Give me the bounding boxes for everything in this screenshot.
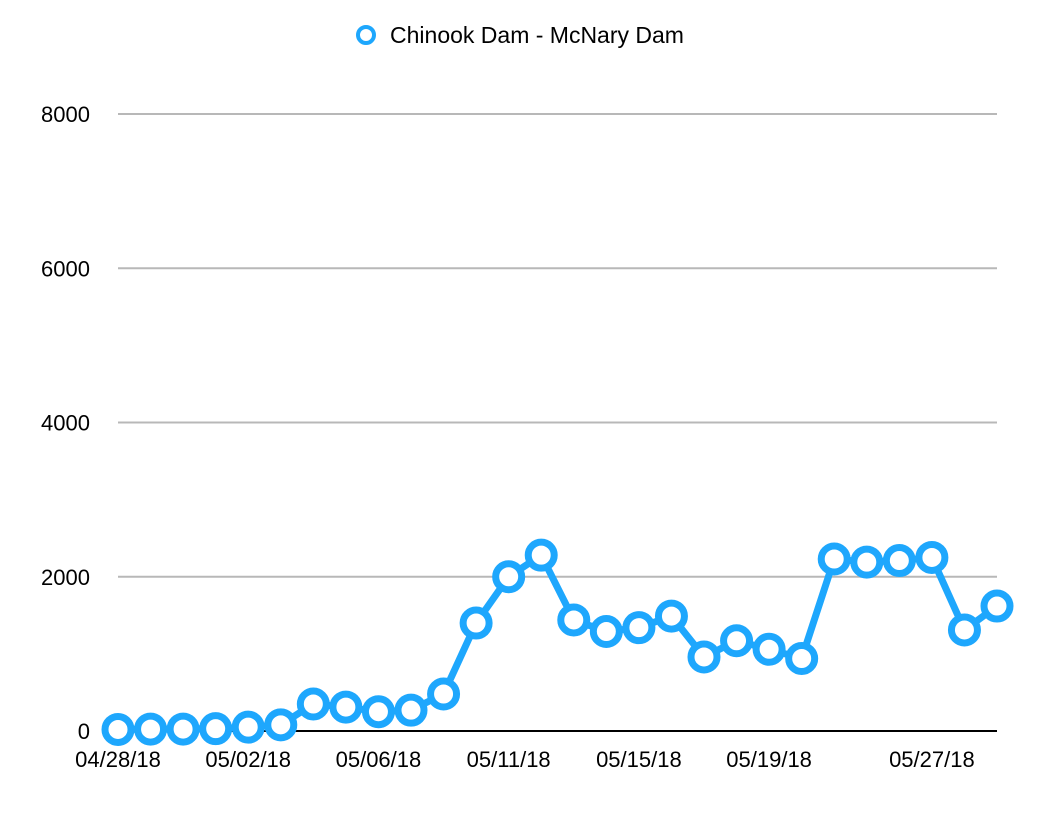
legend: Chinook Dam - McNary Dam xyxy=(0,22,1040,49)
data-point xyxy=(785,642,819,676)
data-point xyxy=(947,613,981,647)
data-point xyxy=(361,695,395,729)
data-point xyxy=(264,708,298,742)
data-point xyxy=(231,710,265,744)
data-point xyxy=(622,611,656,645)
data-point xyxy=(166,712,200,746)
data-point xyxy=(134,712,168,746)
data-point xyxy=(752,632,786,666)
data-point xyxy=(654,599,688,633)
data-point xyxy=(427,677,461,711)
y-tick-label: 0 xyxy=(78,719,90,744)
data-point xyxy=(687,640,721,674)
y-tick-label: 6000 xyxy=(41,256,90,281)
data-point xyxy=(394,693,428,727)
x-tick-label: 04/28/18 xyxy=(75,747,161,772)
data-point xyxy=(882,544,916,578)
data-point xyxy=(199,712,233,746)
y-tick-label: 8000 xyxy=(41,102,90,127)
legend-marker-icon xyxy=(356,24,377,45)
series-line xyxy=(117,551,1000,733)
data-point xyxy=(589,615,623,649)
x-tick-label: 05/06/18 xyxy=(336,747,422,772)
x-tick-label: 05/15/18 xyxy=(596,747,682,772)
x-tick-label: 05/27/18 xyxy=(889,747,975,772)
y-tick-label: 4000 xyxy=(41,411,90,436)
data-point xyxy=(915,540,949,574)
legend-label: Chinook Dam - McNary Dam xyxy=(390,22,684,48)
x-tick-label: 05/19/18 xyxy=(726,747,812,772)
data-point xyxy=(329,690,363,724)
data-point xyxy=(850,545,884,579)
x-tick-label: 05/11/18 xyxy=(467,747,551,772)
y-tick-label: 2000 xyxy=(41,565,90,590)
data-point xyxy=(980,589,1014,623)
data-point xyxy=(524,538,558,572)
data-point xyxy=(459,606,493,640)
data-point xyxy=(557,603,591,637)
data-point xyxy=(720,624,754,658)
data-point xyxy=(101,712,135,746)
data-point xyxy=(492,560,526,594)
data-point xyxy=(296,687,330,721)
x-tick-label: 05/02/18 xyxy=(205,747,291,772)
data-point xyxy=(817,542,851,576)
